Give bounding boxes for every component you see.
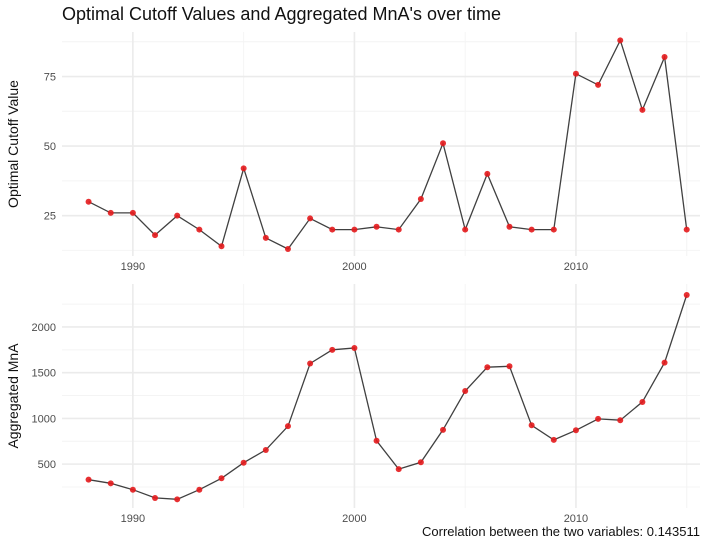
cutoff-data-point — [373, 223, 380, 230]
cutoff-data-point — [572, 70, 579, 77]
cutoff-data-point — [617, 37, 624, 44]
cutoff-y-axis-title: Optimal Cutoff Value — [5, 80, 21, 208]
mna-data-point — [262, 446, 269, 453]
cutoff-data-point — [152, 232, 159, 239]
cutoff-data-point — [550, 226, 557, 233]
cutoff-data-point — [351, 226, 358, 233]
cutoff-data-point — [85, 198, 92, 205]
mna-data-point — [351, 345, 358, 351]
mna-x-tick-label: 2000 — [342, 513, 366, 525]
cutoff-data-point — [262, 234, 269, 241]
mna-data-point — [550, 436, 557, 443]
cutoff-data-point — [528, 226, 535, 233]
mna-data-point — [595, 415, 602, 422]
cutoff-data-point — [506, 223, 513, 230]
mna-data-point — [528, 422, 535, 429]
mna-data-point — [373, 437, 380, 444]
cutoff-data-point — [174, 212, 181, 219]
mna-data-point — [196, 486, 203, 493]
cutoff-data-point — [683, 226, 690, 233]
cutoff-data-point — [129, 209, 136, 216]
mna-data-point — [329, 346, 336, 353]
cutoff-data-point — [639, 106, 646, 113]
mna-x-tick-label: 2010 — [564, 513, 588, 525]
cutoff-data-point — [218, 243, 225, 250]
cutoff-data-point — [661, 54, 668, 61]
mna-data-point — [639, 398, 646, 405]
mna-data-point — [307, 360, 314, 367]
mna-data-point — [462, 387, 469, 394]
chart-title: Optimal Cutoff Values and Aggregated MnA… — [62, 4, 502, 24]
mna-y-tick-label: 500 — [38, 459, 56, 471]
mna-panel: 1990 2000 2010 500 1000 1500 2000 Aggregated Mn… — [5, 284, 700, 525]
mna-data-point — [395, 466, 402, 473]
cutoff-data-point — [240, 165, 247, 172]
cutoff-data-point — [484, 170, 491, 177]
cutoff-y-tick-label: 25 — [44, 211, 56, 223]
cutoff-data-point — [307, 215, 314, 222]
cutoff-y-tick-label: 75 — [44, 72, 56, 84]
cutoff-x-tick-label: 1990 — [121, 261, 145, 273]
cutoff-data-point — [395, 226, 402, 233]
mna-data-point — [440, 426, 447, 433]
mna-y-axis-title: Aggregated MnA — [5, 343, 21, 449]
mna-data-point — [484, 364, 491, 371]
mna-series-line — [88, 294, 688, 500]
cutoff-data-point — [462, 226, 469, 233]
mna-data-point — [152, 494, 159, 501]
mna-data-point — [85, 476, 92, 483]
cutoff-data-point — [595, 81, 602, 88]
cutoff-data-point — [329, 226, 336, 233]
mna-data-point — [218, 475, 225, 482]
mna-data-point — [174, 496, 181, 503]
cutoff-x-tick-label: 2000 — [342, 261, 366, 273]
cutoff-x-tick-label: 2010 — [564, 261, 588, 273]
cutoff-data-point — [440, 140, 447, 147]
cutoff-data-point — [284, 246, 291, 253]
mna-data-point — [617, 417, 624, 424]
cutoff-series-line — [88, 38, 688, 250]
mna-data-point — [129, 486, 136, 493]
mna-data-point — [107, 480, 114, 487]
mna-data-point — [661, 359, 668, 366]
mna-y-tick-label: 1000 — [32, 413, 56, 425]
mna-data-point — [284, 423, 291, 430]
cutoff-data-point — [196, 226, 203, 233]
mna-data-point — [417, 459, 424, 466]
mna-x-tick-label: 1990 — [121, 513, 145, 525]
cutoff-data-point — [107, 209, 114, 216]
mna-y-tick-label: 2000 — [32, 322, 56, 334]
mna-data-point — [683, 291, 690, 298]
mna-data-point — [506, 363, 513, 370]
cutoff-panel: 1990 2000 2010 25 50 75 Optimal Cutoff Value — [5, 32, 700, 273]
cutoff-data-point — [417, 195, 424, 202]
mna-data-point — [572, 427, 579, 434]
mna-data-point — [240, 459, 247, 466]
mna-y-tick-label: 1500 — [32, 368, 56, 380]
correlation-caption: Correlation between the two variables: 0… — [422, 524, 700, 539]
cutoff-y-tick-label: 50 — [44, 141, 56, 153]
